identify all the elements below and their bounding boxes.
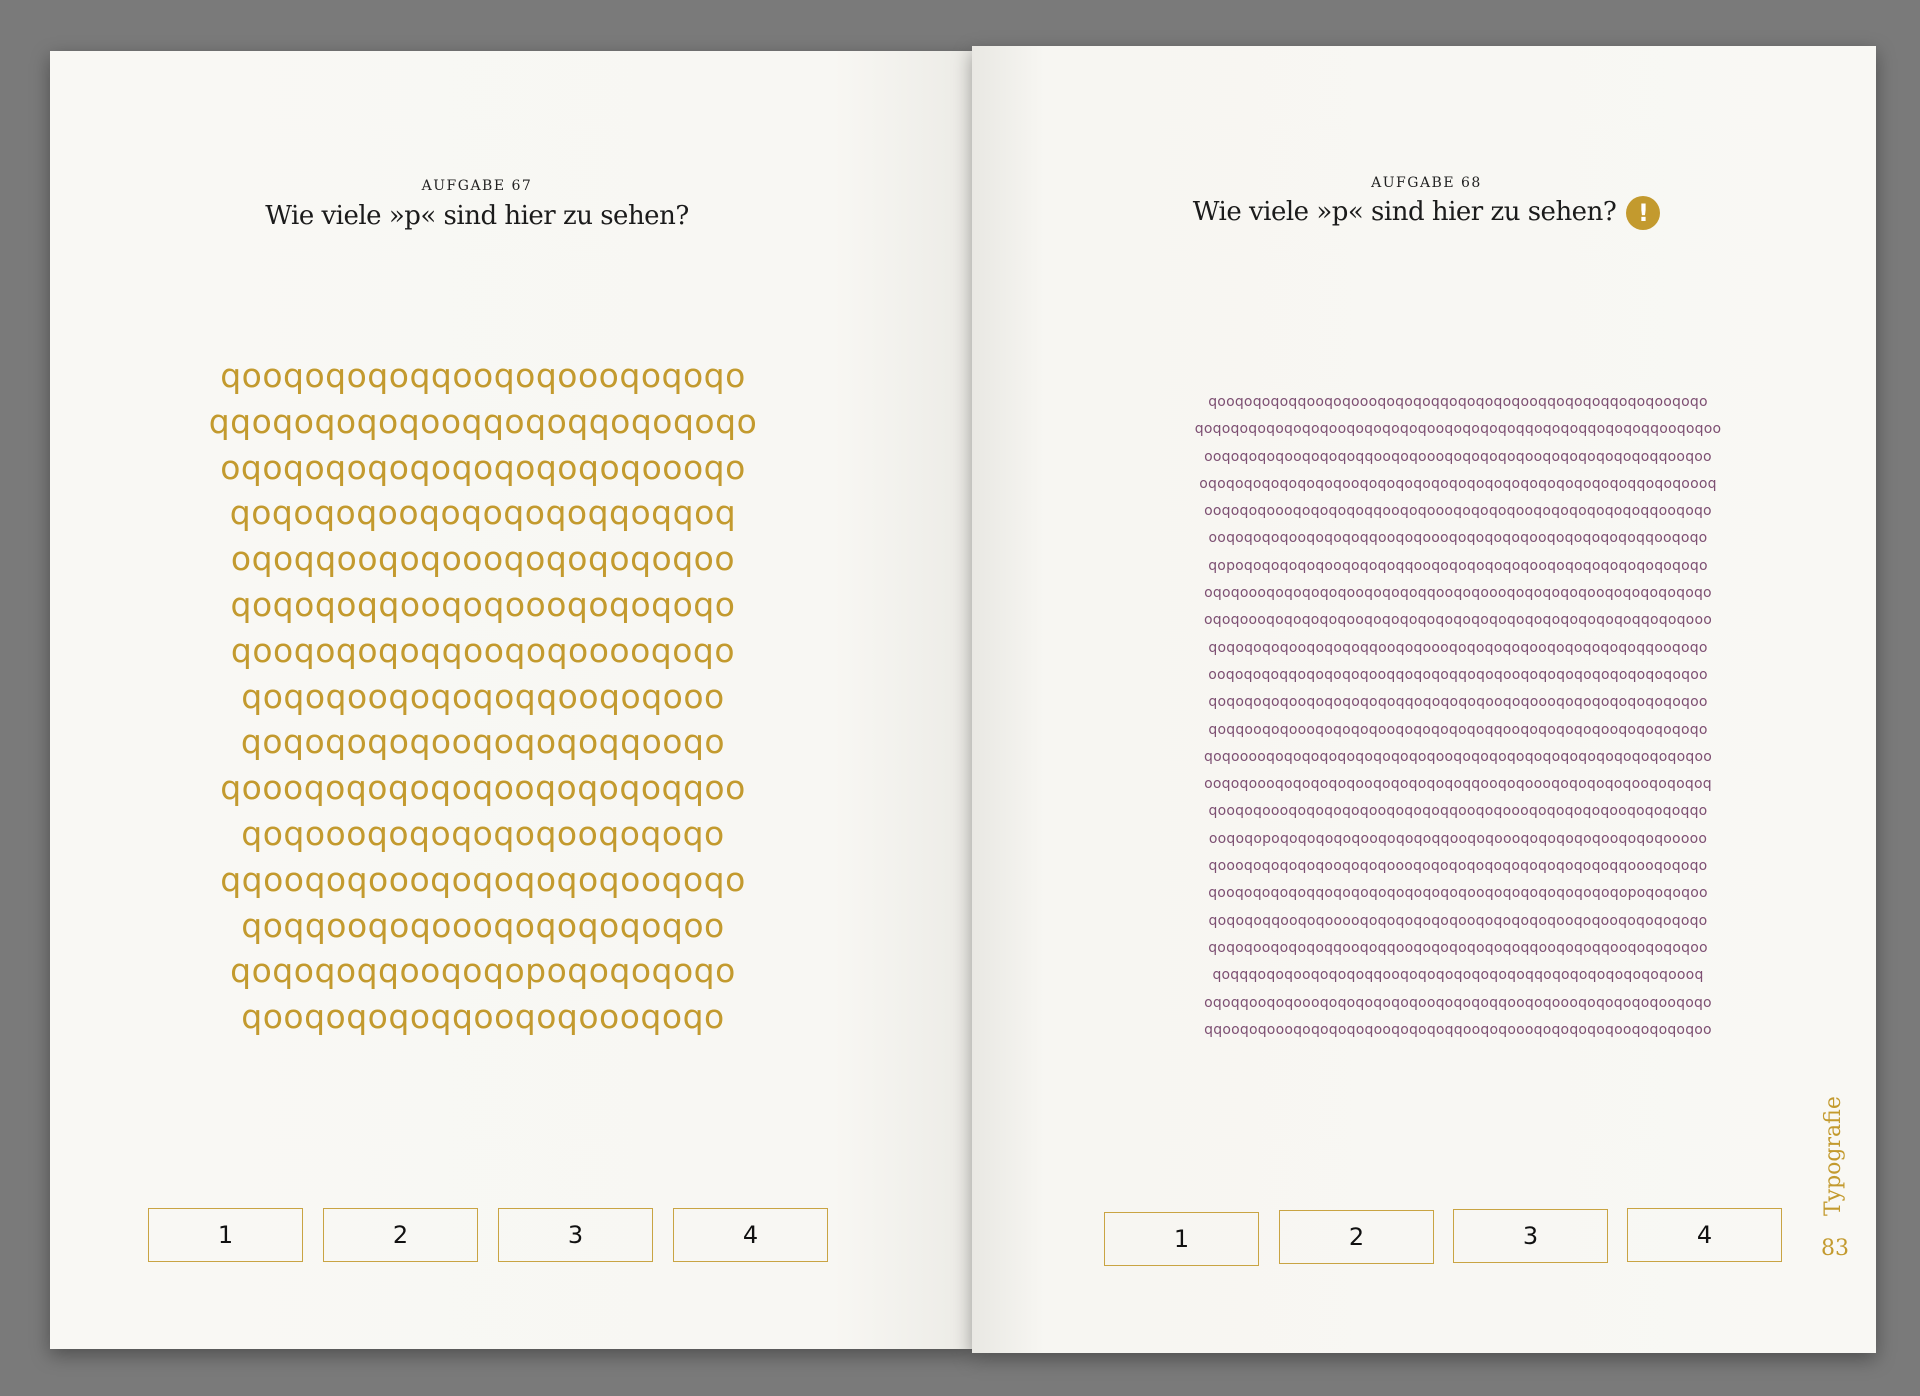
- left-page: AUFGABE 67 Wie viele »p« sind hier zu se…: [50, 51, 972, 1349]
- answer-box-4[interactable]: 4: [1627, 1208, 1782, 1262]
- answer-box-4[interactable]: 4: [673, 1208, 828, 1262]
- grid-68-row: qoqoqoqoqooqoqoqoqoqoqqoqoqoqoqooqoqoooq…: [1208, 694, 1708, 711]
- grid-67-row: qqoqoqoqoqooqqoqoqqoqoqoqo: [208, 401, 758, 441]
- grid-68-row: ooqoqopoqoqoqoqoqooqoqoqoqqooqoqoooqoqoq…: [1208, 830, 1708, 847]
- answer-box-2[interactable]: 2: [1279, 1210, 1434, 1264]
- answer-box-3[interactable]: 3: [1453, 1209, 1608, 1263]
- grid-67-row: qoqoqooqoqoqoqqooqoqooo: [241, 676, 725, 716]
- task-label-67: AUFGABE 67: [421, 178, 533, 194]
- grid-68-row: qopoqoqoqoqoqooqoqoqoqqooqoqoqoqoqoqooqo…: [1208, 557, 1708, 574]
- grid-68-row: qoqoqoqoqooqoqoqoqqooqoqoooqoqoqoqoqooqo…: [1208, 639, 1708, 656]
- grid-68-row: ooqoqoqoooqoqoqoqoqqooqoqoooqoqoqoqooqoq…: [1204, 503, 1712, 520]
- letter-grid-67: qooqoqoqoqqooqoqoooqoqoqo qqoqoqoqoqooqqo…: [148, 353, 818, 1040]
- answer-box-2[interactable]: 2: [323, 1208, 478, 1262]
- answer-box-1[interactable]: 1: [1104, 1212, 1259, 1266]
- grid-67-row: qoqoqoqqooqoqoooqoqoqoqo: [230, 584, 736, 624]
- grid-68-row: qoqqooqoqoooqoqoqoqooqoqoqoqoqoqqooqoqoq…: [1208, 721, 1708, 738]
- answer-box-1[interactable]: 1: [148, 1208, 303, 1262]
- task-title-68: Wie viele »p« sind hier zu sehen?!: [972, 196, 1881, 230]
- grid-67-row: qoqoqoqqooqoqopoqoqoqoqo: [230, 951, 736, 991]
- grid-68-row: ooqoqoqoqooqoqoqoqqooqoqoooqoqoqoqoqooqo…: [1208, 530, 1708, 547]
- grid-68-row: oqoqoooqoqoqoqoqooqoqoqoqqooqoqoooqoqoqo…: [1204, 585, 1712, 602]
- grid-68-row: qoqoqoqqooqoqooooqoqoqoqoqoqooqoqoqoqoqo…: [1208, 912, 1708, 929]
- grid-68-row: ooqoqoqoqqoqoqoqoqooqqoqoqoqqoqoqooqoqoq…: [1208, 666, 1708, 683]
- task-title-67: Wie viele »p« sind hier zu sehen?: [265, 201, 689, 231]
- grid-68-row: qooqoqoqoqoqqoqoqoqoqoqoqoqoqooqoqoqoqoq…: [1208, 885, 1708, 902]
- grid-67-row: oqoqqooqoqoooqoqoqoqoqoo: [230, 539, 736, 579]
- letter-grid-68: qooqoqoqoqqooqoqoooqoqoqoqqoqoqoqoqooqqo…: [1128, 389, 1788, 1044]
- grid-68-row: qoqooooqoqoqoqoqoqoqoqoqoqooqoqoqoqoqoqo…: [1204, 748, 1712, 765]
- grid-68-row: oqoqqooqoqoooqoqoqoqoqoqooqoqoqoqqooqoqo…: [1204, 994, 1712, 1011]
- grid-67-row: qooqoqoqoqqooqoqoooqoqo: [241, 997, 725, 1037]
- grid-68-row: oqoqoooqoqoqoqoqooqoqoqoqoqoqoqoqoqoqoqo…: [1204, 612, 1712, 629]
- grid-68-row: qoqoqoqoqoqoqoqooqoqoqoqoqooqoqoqoqoqqoq…: [1194, 421, 1722, 438]
- page-number: 83: [1821, 1236, 1849, 1261]
- grid-67-row: qoqoooqoqoqoqoqooqoqoqo: [241, 813, 725, 853]
- grid-67-row: qooqoqoqoqqooqoqooooqoqo: [230, 630, 736, 670]
- grid-68-row: oqoqoqoqoqoqoqoqooqoqoqoqoqoqoqoqoqoqoqo…: [1199, 475, 1717, 492]
- grid-68-row: qqooqoqoooqoqoqoqoqooqoqoqoqqooqoqoooqoq…: [1204, 1021, 1712, 1038]
- grid-67-row: qoqoqoqooqoqoqoqoqqoqqoq: [229, 493, 737, 533]
- grid-68-row: qoqqqoqoqooqoqoqoqqooqoqoqoqoqoqoqoqqoqo…: [1212, 967, 1704, 984]
- answer-box-3[interactable]: 3: [498, 1208, 653, 1262]
- grid-67-row: qoooqoqoqoqoqooqoqoqoqqoo: [220, 768, 746, 808]
- task-title-68-text: Wie viele »p« sind hier zu sehen?: [1192, 197, 1617, 227]
- exclamation-icon: !: [1626, 196, 1661, 230]
- grid-68-row: ooqoqoqoqooqoqoqoqqooqoqoooqoqoqoqoqooqo…: [1204, 448, 1712, 465]
- grid-67-row: qoqoqoqoqooqoqoqoqqooqo: [240, 722, 726, 762]
- grid-68-row: qooqoqoooqoqoqoqoqooqoqoqoqqooqoqoooqoqo…: [1208, 803, 1708, 820]
- grid-68-row: qoooqoqoqoqoqooqoqoqoooqoqoqoqoqoqoqoqoq…: [1208, 858, 1708, 875]
- running-head: Typografie: [1821, 1096, 1846, 1216]
- right-page: AUFGABE 68 Wie viele »p« sind hier zu se…: [972, 46, 1876, 1353]
- grid-68-row: qooqoqoqoqqooqoqoooqoqoqoqqoqoqoqoqooqqo…: [1208, 394, 1708, 410]
- task-label-68: AUFGABE 68: [1371, 175, 1482, 191]
- grid-67-row: oqoqoqoqoqoqoqoqoqoqoooqo: [220, 447, 746, 487]
- grid-68-row: ooqoqoooqoqoqoqoqooqoqoqoqoqoqqooqoqoooq…: [1204, 776, 1712, 793]
- grid-68-row: qoqoqooqoqoqoqqooqoqqooqoqoqoqoqoqoqqooq…: [1208, 939, 1708, 956]
- grid-67-row: qoqqooqoqoooqoqoqoqoqoo: [241, 905, 725, 945]
- grid-67-row: qooqoqoqoqqooqoqoooqoqoqo: [220, 356, 746, 395]
- grid-67-row: qqooqoqoooqoqoqoqoqooqoqo: [220, 859, 746, 899]
